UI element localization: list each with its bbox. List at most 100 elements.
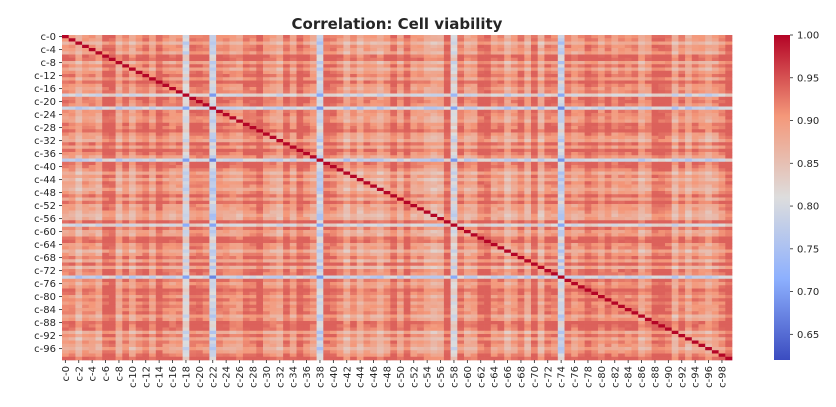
heatmap-cell [651, 83, 659, 88]
heatmap-cell [410, 135, 418, 140]
heatmap-cell [403, 61, 411, 65]
heatmap-cell [577, 87, 585, 91]
heatmap-cell [316, 174, 324, 179]
heatmap-cell [611, 139, 619, 143]
heatmap-cell [196, 142, 204, 146]
heatmap-cell [175, 87, 183, 91]
heatmap-cell [323, 96, 331, 101]
heatmap-cell [638, 168, 646, 172]
heatmap-cell [618, 155, 626, 159]
heatmap-cell [196, 132, 204, 137]
heatmap-cell [330, 109, 338, 114]
heatmap-cell [356, 87, 364, 91]
heatmap-cell [350, 178, 358, 182]
heatmap-cell [182, 145, 190, 150]
heatmap-cell [450, 116, 458, 120]
heatmap-cell [62, 77, 70, 81]
heatmap-cell [497, 77, 505, 81]
heatmap-cell [162, 119, 170, 124]
heatmap-cell [624, 139, 632, 143]
heatmap-cell [356, 100, 364, 104]
heatmap-cell [289, 184, 297, 189]
heatmap-cell [283, 194, 291, 198]
heatmap-cell [510, 132, 518, 137]
heatmap-cell [249, 90, 257, 94]
heatmap-cell [142, 48, 150, 52]
heatmap-cell [497, 116, 505, 120]
heatmap-cell [323, 64, 331, 68]
heatmap-cell [618, 100, 626, 104]
heatmap-cell [289, 96, 297, 101]
heatmap-cell [591, 145, 599, 150]
heatmap-cell [95, 103, 103, 107]
heatmap-cell [115, 48, 123, 52]
heatmap-cell [611, 161, 619, 166]
heatmap-cell [303, 129, 311, 133]
heatmap-cell [122, 87, 130, 91]
heatmap-cell [189, 83, 197, 88]
heatmap-cell [450, 142, 458, 146]
heatmap-cell [671, 174, 679, 179]
heatmap-cell [611, 54, 619, 59]
heatmap-cell [611, 132, 619, 137]
heatmap-cell [665, 67, 673, 72]
heatmap-cell [289, 129, 297, 133]
heatmap-cell [450, 64, 458, 68]
heatmap-cell [557, 96, 565, 101]
heatmap-cell [242, 35, 250, 39]
heatmap-cell [470, 135, 478, 140]
heatmap-cell [524, 145, 532, 150]
heatmap-cell [618, 41, 626, 46]
heatmap-cell [135, 135, 143, 140]
heatmap-cell [343, 93, 351, 98]
heatmap-cell [102, 103, 110, 107]
heatmap-cell [624, 106, 632, 111]
heatmap-cell [651, 87, 659, 91]
heatmap-cell [236, 70, 244, 75]
heatmap-cell [242, 80, 250, 85]
heatmap-cell [155, 61, 163, 65]
heatmap-cell [671, 116, 679, 120]
heatmap-cell [517, 161, 525, 166]
heatmap-cell [356, 139, 364, 143]
heatmap-cell [618, 148, 626, 153]
heatmap-cell [169, 161, 177, 166]
heatmap-cell [122, 35, 130, 39]
heatmap-cell [577, 77, 585, 81]
heatmap-cell [705, 96, 713, 101]
heatmap-cell [725, 80, 733, 85]
heatmap-cell [303, 80, 311, 85]
heatmap-cell [216, 184, 224, 189]
heatmap-cell [604, 187, 612, 192]
heatmap-cell [363, 161, 371, 166]
heatmap-cell [531, 74, 539, 78]
heatmap-cell [229, 113, 237, 117]
heatmap-cell [651, 129, 659, 133]
heatmap-cell [108, 74, 116, 78]
heatmap-cell [82, 119, 90, 124]
heatmap-cell [356, 48, 364, 52]
heatmap-cell [303, 174, 311, 179]
heatmap-cell [370, 139, 378, 143]
heatmap-cell [296, 44, 304, 49]
heatmap-cell [316, 113, 324, 117]
heatmap-cell [410, 132, 418, 137]
heatmap-cell [510, 129, 518, 133]
heatmap-cell [202, 80, 210, 85]
heatmap-cell [611, 61, 619, 65]
heatmap-cell [222, 83, 230, 88]
heatmap-cell [591, 113, 599, 117]
heatmap-cell [698, 165, 706, 169]
heatmap-cell [464, 187, 472, 192]
heatmap-cell [423, 194, 431, 198]
heatmap-cell [356, 187, 364, 192]
heatmap-cell [544, 168, 552, 172]
heatmap-cell [624, 194, 632, 198]
heatmap-cell [698, 148, 706, 153]
heatmap-cell [685, 35, 693, 39]
heatmap-cell [618, 103, 626, 107]
heatmap-cell [135, 90, 143, 94]
heatmap-cell [611, 113, 619, 117]
heatmap-cell [189, 161, 197, 166]
heatmap-cell [175, 135, 183, 140]
